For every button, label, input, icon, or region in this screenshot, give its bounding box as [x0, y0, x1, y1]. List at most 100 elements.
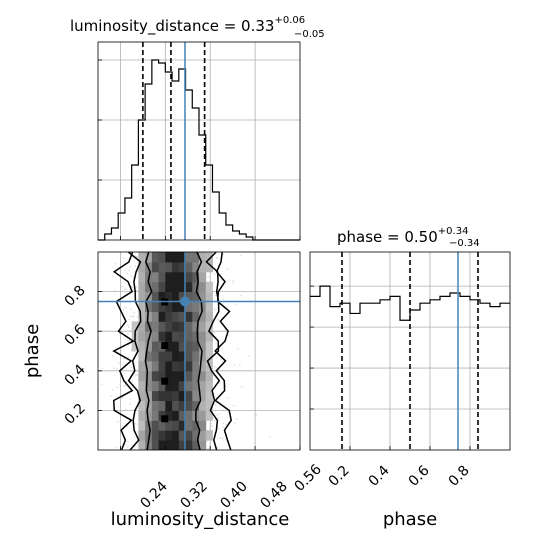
panel-frame — [309, 251, 511, 451]
sample-point — [220, 358, 222, 361]
sample-point — [221, 409, 224, 412]
sample-point — [136, 315, 139, 318]
density-cell — [165, 261, 173, 273]
density-cell — [151, 400, 160, 411]
sample-point — [123, 385, 126, 387]
contours — [112, 252, 232, 450]
density-cell — [165, 301, 173, 312]
density-cell — [192, 281, 200, 293]
density-cell — [151, 252, 160, 263]
density-cell — [138, 261, 146, 273]
sample-point — [132, 311, 135, 314]
sample-point — [110, 395, 112, 398]
density-cell — [178, 252, 186, 263]
density-cell — [138, 410, 146, 421]
density-cell — [199, 390, 207, 401]
luminosity-distance-title: luminosity_distance = 0.33+0.06 — [70, 15, 305, 36]
sample-point — [116, 368, 118, 371]
density-cell — [172, 331, 180, 342]
sample-point — [132, 315, 135, 318]
density-cell — [151, 311, 160, 322]
density-cell — [205, 351, 213, 362]
sample-point — [225, 423, 227, 426]
density-cell — [158, 261, 166, 273]
sample-point — [113, 289, 116, 292]
density-cell — [205, 291, 213, 302]
sample-point — [222, 422, 225, 425]
sample-point — [217, 416, 220, 419]
density-cell — [192, 400, 200, 411]
density-cell — [199, 311, 207, 322]
density-cell — [145, 301, 153, 312]
density-cell — [172, 341, 180, 352]
density-cell — [205, 370, 213, 382]
sample-point — [224, 385, 227, 387]
density-cell — [199, 430, 207, 441]
density-cell — [151, 321, 160, 332]
density-cell — [151, 370, 160, 382]
joint-panel — [87, 251, 301, 451]
y-axis-label-phase: phase — [22, 324, 43, 378]
sample-point — [126, 409, 128, 412]
density-cell — [192, 301, 200, 312]
density-cell — [172, 271, 180, 283]
density-cell — [158, 370, 166, 382]
sample-point — [127, 356, 130, 358]
sample-point — [114, 262, 117, 265]
density-cell — [158, 360, 166, 372]
density-cell — [178, 410, 186, 421]
density-cell — [172, 410, 180, 421]
density-cell — [151, 271, 160, 283]
density-cell — [158, 311, 166, 322]
sample-point — [134, 374, 137, 376]
density-cell — [138, 370, 146, 382]
density-cell — [165, 351, 173, 362]
density-cell — [172, 430, 180, 441]
sample-point — [115, 446, 118, 449]
tick-marks — [310, 285, 471, 450]
sample-point — [128, 269, 131, 272]
density-cell — [185, 311, 193, 322]
sample-point — [111, 389, 114, 391]
x-tick-label: 0.40 — [217, 478, 250, 511]
sample-point — [216, 446, 219, 449]
density-cell — [165, 341, 173, 352]
sample-point — [134, 422, 136, 425]
sample-point — [221, 347, 224, 350]
density-cell — [151, 281, 160, 293]
sample-point — [240, 294, 242, 297]
x-tick-label: 0.56 — [291, 461, 324, 494]
sample-point — [215, 257, 218, 259]
density-cell — [199, 252, 207, 263]
density-cell — [178, 351, 186, 362]
sample-point — [126, 445, 129, 448]
y-tick-label: 0.8 — [62, 283, 89, 310]
density-cell — [185, 331, 193, 342]
density-cell — [145, 281, 153, 293]
density-cell — [165, 311, 173, 322]
sample-point — [87, 433, 89, 435]
sample-point — [207, 275, 210, 278]
density-cell — [145, 370, 153, 382]
sample-point — [214, 294, 217, 297]
x-axis-label-luminosity-distance: luminosity_distance — [111, 509, 290, 530]
y-tick-labels-phase: 0.2 0.4 0.6 0.8 — [62, 283, 89, 428]
density-cell — [178, 321, 186, 332]
density-cell — [199, 291, 207, 302]
sample-point — [131, 256, 134, 259]
sample-point — [113, 367, 115, 370]
sample-point — [119, 442, 122, 445]
sample-point — [122, 363, 125, 366]
density-cell — [158, 252, 166, 263]
histogram-step — [98, 59, 300, 241]
density-cell — [165, 252, 173, 263]
density-cell — [172, 311, 180, 322]
contour-line — [214, 252, 232, 450]
sample-point — [127, 332, 129, 335]
density-cell — [205, 301, 213, 312]
panel-frame — [97, 41, 301, 241]
sample-point — [237, 347, 240, 350]
density-cell — [165, 331, 173, 342]
sample-point — [219, 436, 222, 439]
sample-point — [124, 443, 127, 446]
